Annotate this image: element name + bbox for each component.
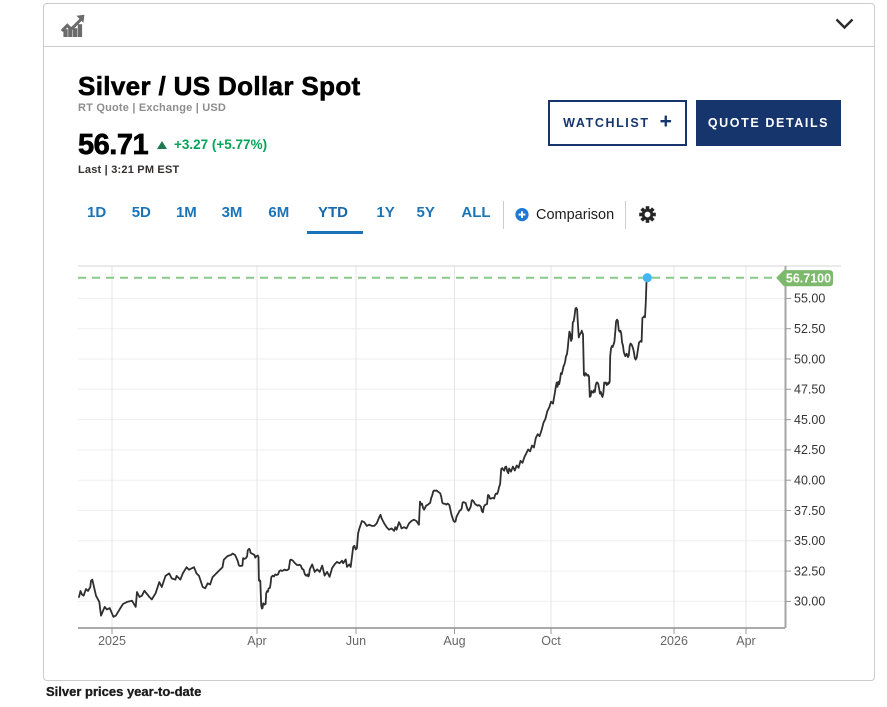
svg-text:56.7100: 56.7100 [786,272,831,286]
svg-text:32.50: 32.50 [794,564,825,578]
svg-text:Apr: Apr [247,634,266,648]
svg-text:Aug: Aug [443,634,465,648]
svg-text:2025: 2025 [98,634,126,648]
svg-text:Apr: Apr [736,634,755,648]
svg-text:50.00: 50.00 [794,352,825,366]
svg-text:35.00: 35.00 [794,534,825,548]
svg-text:37.50: 37.50 [794,504,825,518]
svg-text:Jun: Jun [346,634,366,648]
svg-text:30.00: 30.00 [794,595,825,609]
svg-text:2026: 2026 [660,634,688,648]
svg-text:42.50: 42.50 [794,443,825,457]
svg-text:52.50: 52.50 [794,322,825,336]
svg-text:47.50: 47.50 [794,383,825,397]
svg-text:40.00: 40.00 [794,474,825,488]
svg-text:55.00: 55.00 [794,292,825,306]
svg-text:45.00: 45.00 [794,413,825,427]
svg-text:Oct: Oct [541,634,561,648]
